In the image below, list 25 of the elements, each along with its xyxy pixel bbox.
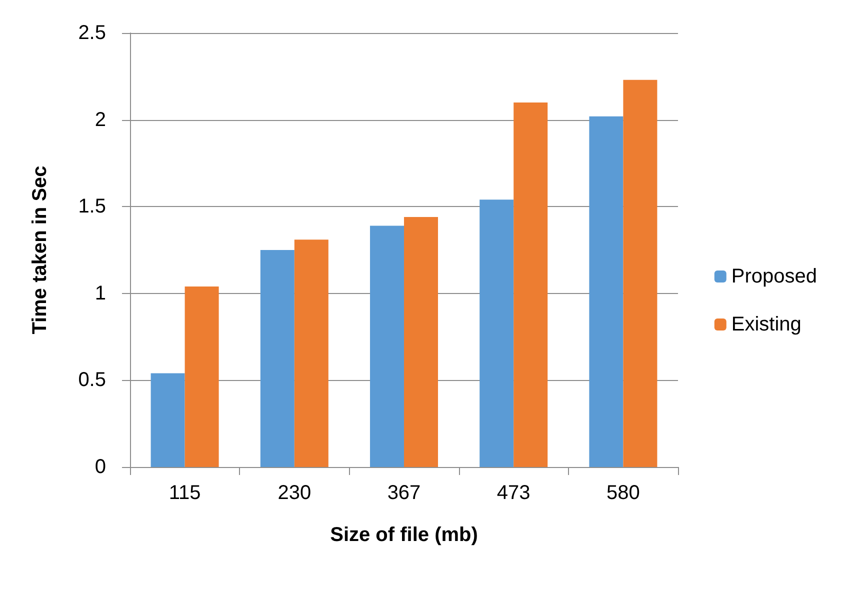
y-tick-label: 2 (94, 108, 106, 131)
bar (514, 102, 548, 467)
y-tick-label: 2.5 (78, 22, 106, 44)
bar (294, 240, 328, 467)
x-tick-label: 115 (168, 482, 201, 504)
x-tick-label: 230 (278, 482, 312, 504)
x-tick-label: 473 (496, 482, 530, 504)
y-tick-label: 0.5 (78, 369, 106, 392)
y-tick-label: 1.5 (78, 196, 106, 218)
y-tick-label: 1 (94, 282, 106, 304)
x-axis-title: Size of file (mb) (330, 524, 478, 546)
bar (623, 80, 658, 467)
bar (480, 200, 514, 467)
x-tick-label: 367 (387, 482, 421, 504)
bar (184, 286, 219, 467)
y-tick-label: 0 (94, 456, 106, 478)
x-tick-label: 580 (606, 482, 640, 504)
y-axis-title: Time taken in Sec (29, 166, 51, 334)
bar (370, 226, 404, 467)
bar (404, 217, 438, 467)
bar (260, 250, 294, 467)
legend-label: Existing (731, 314, 802, 336)
bar (589, 116, 624, 467)
bar (150, 373, 185, 467)
legend-label: Proposed (731, 266, 818, 288)
